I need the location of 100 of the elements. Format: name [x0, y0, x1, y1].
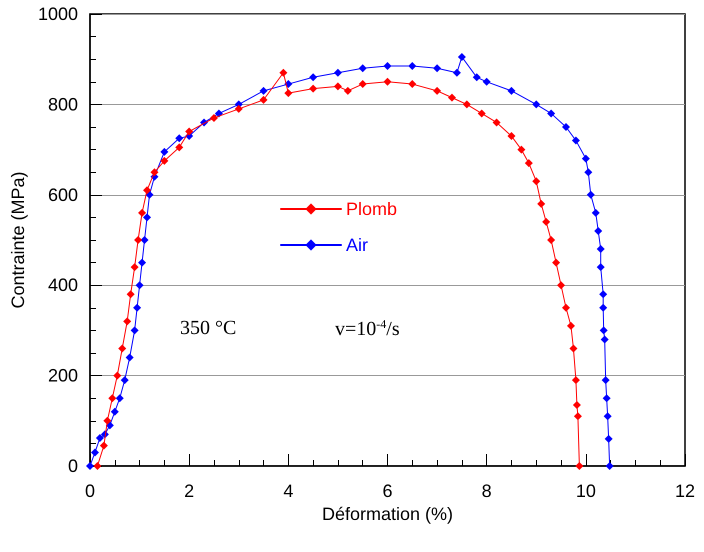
point	[138, 208, 146, 217]
point	[572, 136, 580, 145]
point	[334, 82, 342, 90]
point	[572, 400, 581, 409]
point	[596, 245, 605, 254]
point	[599, 304, 608, 312]
point	[582, 154, 590, 163]
point	[575, 462, 584, 470]
point	[175, 143, 184, 152]
point	[604, 434, 613, 443]
point	[334, 68, 342, 77]
point	[140, 236, 149, 244]
point	[160, 156, 168, 165]
point	[284, 89, 292, 98]
point	[110, 408, 119, 416]
y-tick-label: 200	[48, 366, 78, 386]
point	[602, 376, 610, 384]
point	[210, 114, 218, 122]
point	[482, 78, 491, 86]
point	[130, 326, 139, 334]
y-tick-label: 1000	[38, 4, 78, 24]
point	[113, 372, 122, 380]
point	[234, 104, 243, 113]
point	[547, 109, 556, 118]
y-tick-label: 600	[48, 184, 78, 205]
point	[462, 100, 471, 108]
y-tick-label: 400	[48, 275, 78, 296]
x-tick-label: 12	[674, 481, 696, 501]
point	[126, 354, 134, 362]
point	[507, 132, 516, 140]
legend-label: Air	[346, 235, 368, 255]
point	[143, 186, 152, 194]
point	[537, 200, 546, 208]
point	[384, 62, 392, 70]
x-tick-label: 0	[84, 481, 96, 501]
point	[566, 322, 575, 330]
point	[118, 344, 126, 352]
point	[507, 86, 516, 95]
x-tick-label: 6	[382, 481, 393, 501]
legend-label: Plomb	[346, 199, 398, 219]
point	[458, 52, 466, 61]
point	[532, 177, 540, 186]
point	[542, 218, 550, 226]
point	[120, 376, 129, 384]
point	[133, 304, 142, 312]
point	[532, 100, 540, 108]
point	[358, 80, 367, 88]
point	[472, 73, 481, 82]
point	[279, 68, 288, 77]
point	[185, 128, 194, 136]
point	[452, 68, 461, 77]
point	[123, 317, 132, 326]
point	[96, 434, 104, 442]
point	[150, 168, 158, 176]
point	[86, 462, 94, 470]
point	[103, 416, 112, 425]
y-axis-title: Contrainte (MPa)	[8, 171, 28, 309]
point	[562, 304, 570, 312]
point	[552, 258, 560, 267]
point	[574, 412, 582, 420]
point	[594, 226, 602, 235]
point	[90, 448, 99, 456]
x-tick-label: 8	[482, 481, 492, 501]
point	[599, 290, 608, 298]
point	[138, 258, 146, 267]
point	[260, 86, 268, 95]
point	[562, 123, 570, 131]
point	[126, 290, 135, 298]
point	[136, 281, 144, 290]
annotation: 350 °C	[180, 317, 236, 339]
point	[130, 263, 139, 272]
point	[606, 462, 614, 470]
point	[108, 394, 116, 402]
x-tick-label: 10	[576, 481, 596, 501]
point	[143, 213, 152, 222]
point	[175, 134, 184, 142]
point	[586, 190, 595, 199]
point	[478, 109, 486, 118]
x-tick-label: 2	[184, 481, 194, 501]
point	[214, 109, 223, 118]
point	[448, 94, 456, 102]
point	[572, 376, 580, 384]
point	[433, 64, 442, 72]
y-tick-label: 800	[48, 94, 78, 114]
point	[592, 208, 600, 217]
point	[600, 335, 609, 344]
point	[569, 344, 578, 352]
point	[344, 86, 352, 95]
point	[492, 118, 501, 126]
point	[524, 159, 533, 168]
point	[602, 394, 611, 402]
point	[116, 394, 124, 402]
point	[584, 168, 592, 176]
point	[309, 73, 318, 82]
point	[596, 263, 605, 272]
point	[134, 236, 142, 244]
point	[433, 86, 442, 95]
point	[358, 64, 367, 72]
point	[384, 78, 392, 86]
point	[557, 281, 566, 290]
